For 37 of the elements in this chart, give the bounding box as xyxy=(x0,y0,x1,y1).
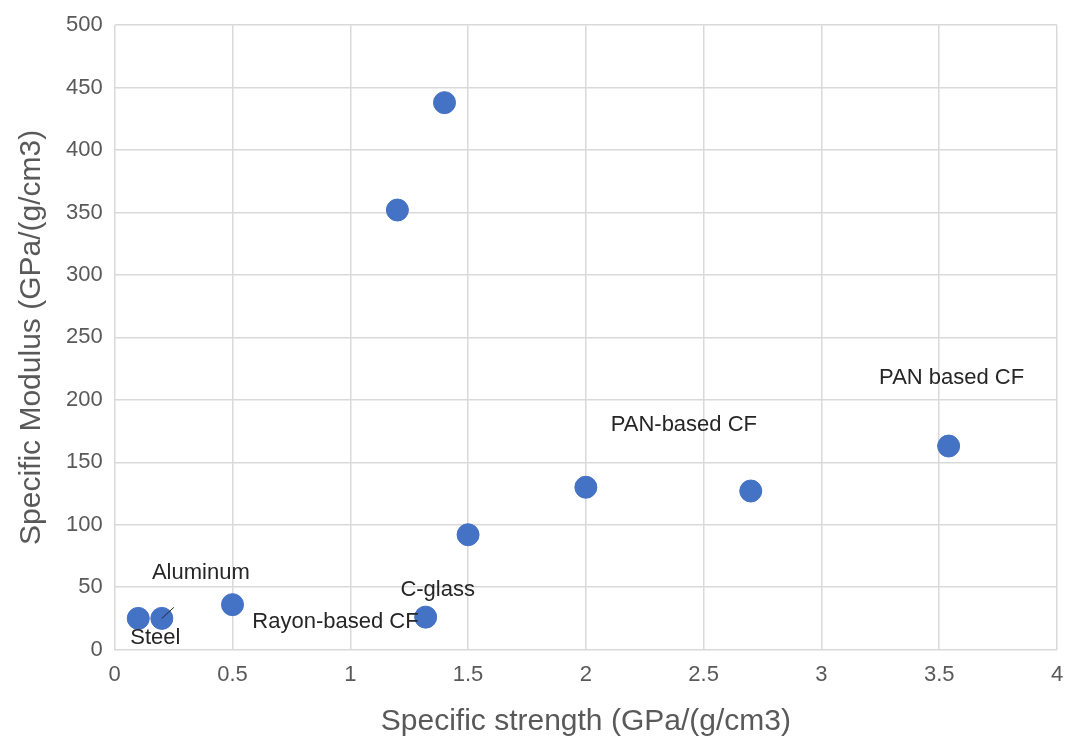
y-tick-label: 100 xyxy=(65,510,103,536)
point xyxy=(126,606,150,630)
y-tick-label: 450 xyxy=(65,73,103,99)
annotation: Rayon-based CF xyxy=(252,607,419,633)
x-tick-label: 3.5 xyxy=(923,660,955,686)
annotation: Aluminum xyxy=(151,559,250,585)
annotation: PAN-based CF xyxy=(610,411,758,437)
y-tick-label: 500 xyxy=(65,11,103,37)
point xyxy=(150,606,174,630)
x-tick-label: 2.5 xyxy=(688,660,719,686)
y-tick-label: 0 xyxy=(90,635,103,661)
y-tick-label: 150 xyxy=(65,448,103,474)
y-tick-label: 400 xyxy=(65,136,103,162)
x-tick-label: 0 xyxy=(108,660,121,686)
annotation: Steel xyxy=(130,624,181,650)
y-tick-label: 200 xyxy=(65,385,103,411)
y-tick-label: 50 xyxy=(78,573,103,599)
x-tick-label: 1 xyxy=(344,660,357,686)
point xyxy=(937,434,961,458)
x-tick-label: 4 xyxy=(1050,660,1064,686)
point xyxy=(456,523,480,547)
point xyxy=(574,475,598,499)
y-tick-label: 350 xyxy=(65,198,103,224)
x-tick-label: 0.5 xyxy=(217,660,248,686)
y-tick-label: 300 xyxy=(65,261,103,287)
annotation: PAN based CF xyxy=(879,364,1025,390)
x-tick-label: 2 xyxy=(579,660,592,686)
y-axis-title: Specific Modulus (GPa/(g/cm3) xyxy=(13,129,47,545)
x-tick-label: 1.5 xyxy=(452,660,484,686)
point xyxy=(739,479,763,503)
y-tick-label: 250 xyxy=(65,323,103,349)
point xyxy=(385,198,409,222)
point xyxy=(433,91,457,115)
point xyxy=(220,593,244,617)
x-tick-label: 3 xyxy=(815,660,828,686)
x-axis-title: Specific strength (GPa/(g/cm3) xyxy=(380,703,791,737)
annotation: C-glass xyxy=(400,576,475,602)
